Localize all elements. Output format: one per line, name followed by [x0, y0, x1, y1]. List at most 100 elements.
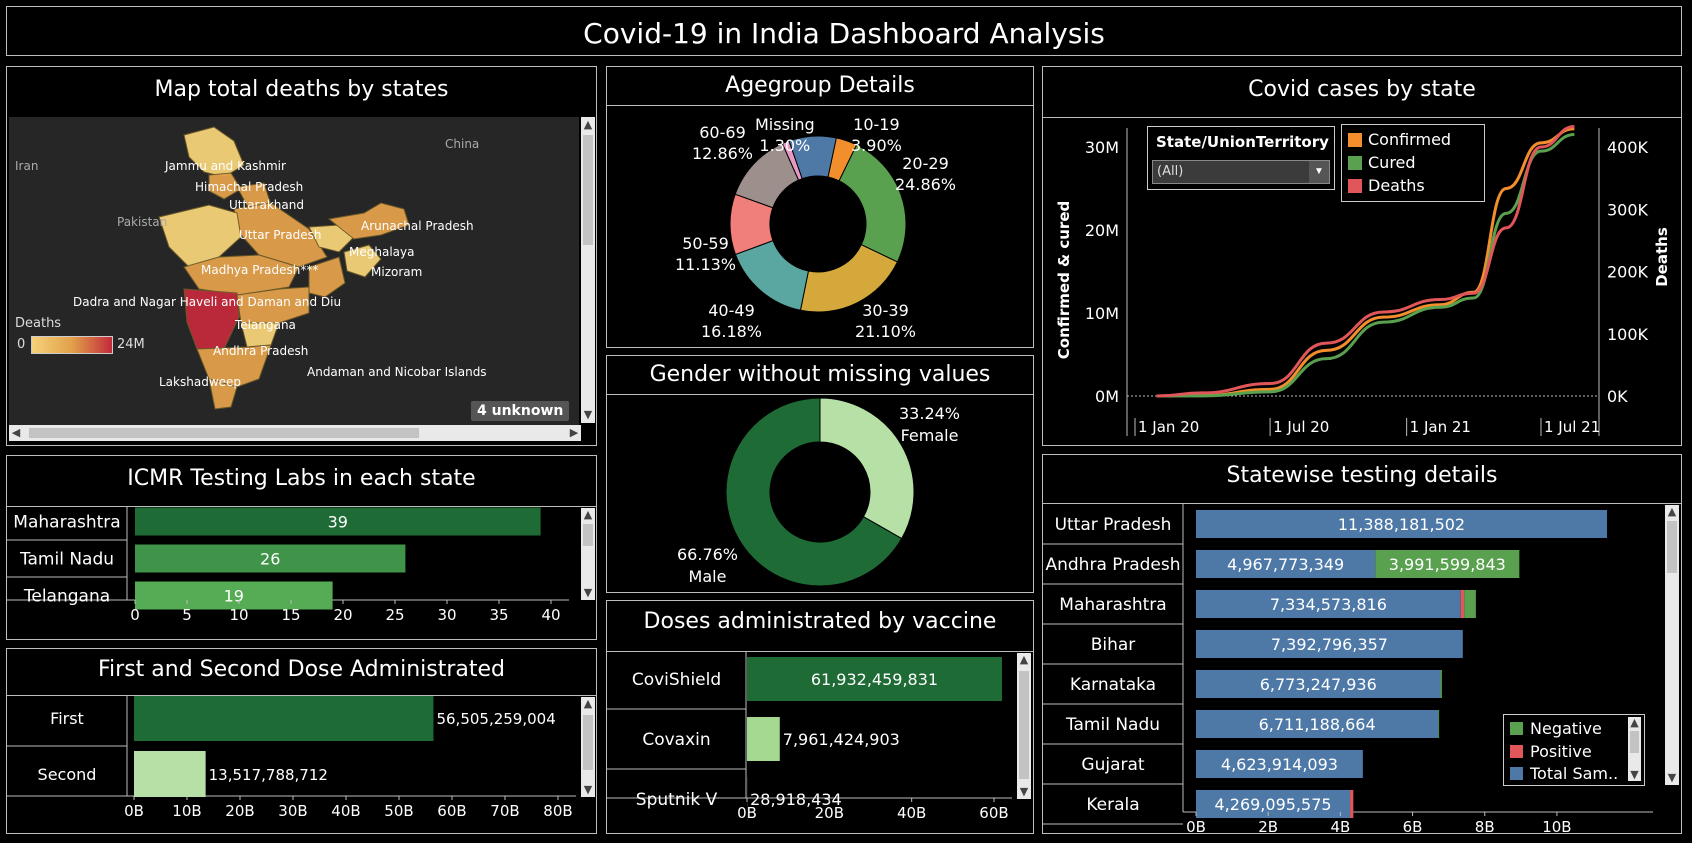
bar-value-label: 61,932,459,831: [811, 670, 938, 689]
doses-scrollbar[interactable]: ▲ ▼: [581, 697, 595, 797]
gender-label-female: 33.24% Female: [899, 404, 961, 445]
bar-total: [1196, 750, 1363, 778]
axis-tick-label: 4B: [1330, 818, 1350, 834]
bar-positive: [1350, 790, 1354, 818]
map-label-iran: Iran: [15, 159, 39, 173]
category-label: Sputnik V: [636, 790, 718, 810]
bar-value-label: 56,505,259,004: [436, 710, 555, 728]
donut-slice: [788, 135, 837, 180]
bar-total-label: 4,967,773,349: [1227, 555, 1344, 574]
cases-panel: Covid cases by state 0M 10M 20M 30M 0K 100K 20…: [1042, 66, 1682, 446]
state-filter: State/UnionTerritory (All) ▼: [1147, 126, 1335, 190]
gender-title: Gender without missing values: [649, 362, 991, 387]
age-label-30-39: 30-39 21.10%: [855, 301, 917, 341]
gender-donut[interactable]: [607, 395, 1033, 593]
map-state-label: Jammu and Kashmir: [165, 159, 286, 173]
testing-chart[interactable]: Uttar Pradesh 11,388,181,502 Andhra Prades…: [1043, 504, 1665, 834]
bar-total: [1196, 710, 1439, 738]
labs-scrollbar[interactable]: ▲ ▼: [581, 508, 595, 600]
bar: [135, 544, 406, 573]
donut-slice: [838, 144, 907, 263]
india-map[interactable]: [9, 117, 579, 425]
agegroup-donut[interactable]: [607, 106, 1033, 346]
state-filter-value: (All): [1157, 164, 1184, 179]
bar-total-label: 11,388,181,502: [1338, 515, 1465, 534]
bar: [134, 696, 434, 741]
map-state-shape: [183, 126, 245, 178]
bar-total: [1196, 790, 1351, 818]
left-tick-label: 0M: [1095, 387, 1119, 406]
map-state-label: Madhya Pradesh***: [201, 263, 319, 277]
x-tick-label: 1 Jan 21: [1410, 418, 1471, 436]
cases-line-chart[interactable]: 0M 10M 20M 30M 0K 100K 200K 300K 400K 1 Jan 20 1 J…: [1043, 118, 1681, 446]
vaccine-title: Doses administrated by vaccine: [643, 609, 997, 634]
map-vertical-scrollbar[interactable]: ▲ ▼: [581, 117, 595, 423]
map-unknown-badge[interactable]: 4 unknown: [471, 401, 570, 421]
right-tick-label: 100K: [1607, 325, 1649, 344]
axis-tick-label: 35: [489, 606, 508, 624]
axis-tick-label: 8B: [1475, 818, 1495, 834]
map-legend-max: 24M: [117, 337, 145, 352]
right-axis-title: Deaths: [1653, 227, 1671, 287]
bar-total-label: 7,392,796,357: [1271, 635, 1388, 654]
cases-title: Covid cases by state: [1248, 77, 1476, 102]
bar-total-label: 4,623,914,093: [1221, 755, 1338, 774]
map-state-shape: [343, 244, 382, 278]
labs-chart[interactable]: Maharashtra 39 Tamil Nadu 26 Telangana 19 0 5 10…: [7, 507, 579, 640]
state-label: Bihar: [1091, 635, 1136, 655]
bar-negative: [1375, 550, 1520, 578]
state-filter-dropdown[interactable]: (All) ▼: [1152, 160, 1330, 184]
map-state-label: Lakshadweep: [159, 375, 242, 389]
bar-value-label: 19: [224, 587, 244, 606]
map-state-label: Dadra and Nagar Haveli and Daman and Diu: [73, 295, 342, 309]
bar: [747, 717, 780, 761]
donut-slice: [725, 397, 903, 587]
axis-tick-label: 10: [229, 606, 248, 624]
map-horizontal-scrollbar[interactable]: ◀ ▶: [9, 425, 581, 441]
vaccine-panel: Doses administrated by vaccine CoviShiel…: [606, 600, 1034, 834]
axis-tick-label: 40B: [897, 804, 926, 822]
map-state-shape: [327, 202, 410, 240]
vaccine-chart[interactable]: CoviShield 61,932,459,831 Covaxin 7,961,424…: [607, 652, 1017, 834]
axis-tick-label: 0B: [737, 804, 757, 822]
axis-tick-label: 0B: [1186, 818, 1206, 834]
axis-tick-label: 0: [130, 606, 140, 624]
gender-panel: Gender without missing values 33.24% Fema…: [606, 355, 1034, 593]
state-label: Uttar Pradesh: [1055, 515, 1172, 535]
axis-tick-label: 10B: [172, 802, 201, 820]
category-label: CoviShield: [632, 670, 721, 690]
doses-title: First and Second Dose Administrated: [98, 657, 505, 682]
testing-scrollbar[interactable]: ▲ ▼: [1665, 505, 1679, 785]
map-area[interactable]: Iran Pakistan China Jammu and Kashmir Hi…: [9, 117, 579, 425]
age-label-40-49: 40-49 16.18%: [701, 301, 763, 341]
axis-tick-label: 20: [333, 606, 352, 624]
bar: [135, 507, 541, 536]
map-title: Map total deaths by states: [154, 77, 449, 102]
axis-tick-label: 70B: [490, 802, 519, 820]
axis-tick-label: 30B: [278, 802, 307, 820]
bar-value-label: 7,961,424,903: [783, 730, 900, 749]
category-label: Maharashtra: [13, 513, 120, 533]
age-label-10-19: 10-19 3.90%: [851, 115, 902, 155]
age-label-missing: Missing 1.30%: [755, 115, 815, 155]
donut-slice: [819, 397, 915, 540]
gender-label-male: 66.76% Male: [677, 545, 739, 586]
category-label: Second: [38, 765, 97, 784]
state-label: Andhra Pradesh: [1045, 555, 1180, 575]
axis-tick-label: 25: [385, 606, 404, 624]
axis-tick-label: 20B: [815, 804, 844, 822]
axis-tick-label: 40: [541, 606, 560, 624]
age-label-20-29: 20-29 24.86%: [895, 154, 957, 194]
left-axis-title: Confirmed & cured: [1055, 201, 1073, 359]
map-label-pakistan: Pakistan: [117, 215, 168, 229]
doses-chart[interactable]: First 56,505,259,004 Second 13,517,788,712 0…: [7, 696, 579, 834]
legend-scrollbar[interactable]: ▲ ▼: [1628, 717, 1641, 781]
chevron-down-icon: ▼: [1309, 161, 1329, 183]
bar: [135, 581, 333, 610]
vaccine-scrollbar[interactable]: ▲ ▼: [1017, 653, 1031, 799]
axis-tick-label: 5: [182, 606, 192, 624]
bar-value-label: 13,517,788,712: [209, 766, 328, 784]
map-legend-gradient: [31, 336, 113, 354]
left-tick-label: 10M: [1085, 304, 1119, 323]
bar-negative-label: 3,991,599,843: [1389, 555, 1506, 574]
